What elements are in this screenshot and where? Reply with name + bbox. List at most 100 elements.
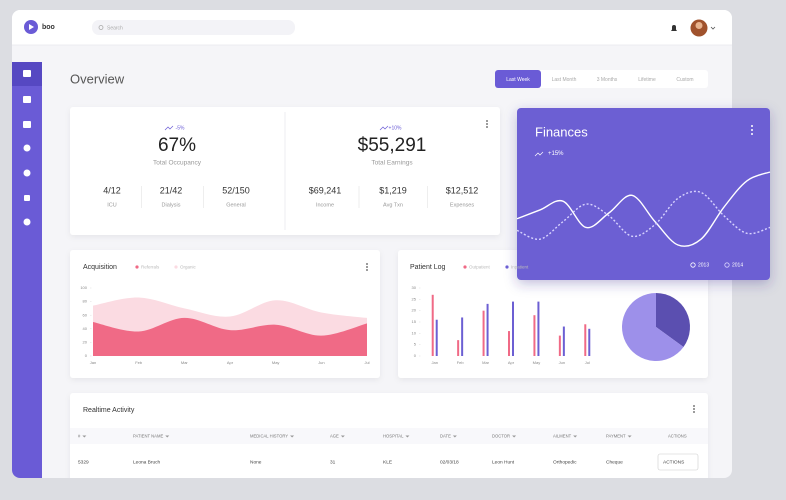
y-tick-label: 30 (412, 285, 417, 290)
x-tick-label: May (533, 360, 541, 365)
sort-arrow[interactable] (573, 435, 578, 438)
finance-line (516, 190, 771, 240)
y-tick-label: 100 (80, 285, 87, 290)
stat-change: +10% (389, 125, 402, 131)
tab[interactable]: Last Week (506, 77, 530, 83)
x-tick-label: Jul (364, 360, 369, 365)
column-header[interactable]: # (78, 434, 81, 439)
tab[interactable]: Lifetime (638, 77, 656, 83)
legend-swatch (690, 262, 696, 268)
stat-item-value: 4/12 (103, 185, 121, 195)
stats-menu[interactable] (486, 120, 488, 128)
column-header[interactable]: MEDICAL HISTORY (250, 434, 288, 439)
finances-menu[interactable] (751, 125, 753, 135)
nav-icon[interactable] (24, 195, 30, 201)
sort-arrow[interactable] (627, 435, 632, 438)
column-header[interactable]: DOCTOR (492, 434, 510, 439)
legend-label: Outpatient (469, 264, 491, 269)
bar (486, 303, 489, 356)
legend-label: 2013 (698, 263, 709, 269)
stat-label: Total Earnings (371, 160, 413, 167)
x-tick-label: Mar (482, 360, 490, 365)
stat-item-value: $12,512 (446, 185, 479, 195)
chart-title: Patient Log (410, 264, 446, 271)
column-header[interactable]: DATE (440, 434, 451, 439)
acquisition-menu[interactable] (366, 263, 368, 271)
x-tick-label: Mar (181, 360, 189, 365)
x-tick-label: May (272, 360, 280, 365)
nav-icon[interactable] (23, 96, 31, 103)
search-icon (98, 25, 104, 30)
x-tick-label: Jun (318, 360, 324, 365)
sort-arrow[interactable] (452, 435, 457, 438)
tab[interactable]: 3 Months (597, 77, 618, 83)
nav-icon[interactable] (23, 121, 31, 128)
table-cell: KLE (383, 459, 392, 465)
page-title: Overview (70, 71, 125, 86)
trend-icon (379, 125, 389, 131)
tab[interactable]: Last Month (552, 77, 577, 83)
x-tick-label: Apr (508, 360, 515, 365)
actions-button[interactable] (657, 453, 699, 471)
stat-item-label: General (226, 202, 246, 208)
bar (562, 326, 565, 356)
sort-arrow[interactable] (290, 435, 295, 438)
actions-label[interactable]: ACTIONS (663, 459, 684, 465)
nav-icon[interactable] (23, 218, 31, 226)
y-tick-label: 5 (414, 342, 417, 347)
search-box[interactable] (92, 20, 295, 35)
nav-icon[interactable] (23, 169, 31, 177)
sort-arrow[interactable] (340, 435, 345, 438)
column-header[interactable]: AILMENT (553, 434, 572, 439)
y-tick-label: 20 (83, 339, 88, 344)
stat-item-value: $69,241 (309, 185, 342, 195)
sort-arrow[interactable] (165, 435, 170, 438)
avatar-chevron[interactable] (710, 26, 716, 30)
y-tick-label: 0 (414, 353, 417, 358)
legend-swatch (463, 265, 467, 269)
bell-icon[interactable] (671, 25, 677, 31)
chart-title: Finances (535, 124, 588, 139)
stat-item-label: Income (316, 202, 334, 208)
avatar-face (695, 22, 703, 29)
column-header[interactable]: PAYMENT (606, 434, 626, 439)
x-tick-label: Jan (90, 360, 96, 365)
stat-label: Total Occupancy (153, 160, 202, 167)
activity-menu[interactable] (693, 405, 695, 413)
nav-icon[interactable] (23, 70, 31, 77)
nav-icon[interactable] (23, 144, 31, 152)
sort-arrow[interactable] (405, 435, 410, 438)
table-cell: Leona Bruch (133, 459, 161, 465)
column-header[interactable]: PATIENT NAME (133, 434, 163, 439)
column-header[interactable]: HOSPITAL (383, 434, 404, 439)
y-tick-label: 60 (83, 312, 88, 317)
stat-change: -5% (176, 125, 185, 131)
tab[interactable]: Custom (676, 77, 693, 83)
column-header[interactable]: AGE (330, 434, 339, 439)
table-header-bg (70, 428, 708, 444)
table-cell: Orthopedic (553, 459, 577, 465)
logo-text[interactable]: boo (42, 24, 55, 31)
tab-active-bg[interactable] (495, 70, 541, 88)
x-tick-label: Feb (457, 360, 465, 365)
x-tick-label: Jun (559, 360, 565, 365)
pie-slice (656, 293, 691, 347)
legend-swatch (505, 265, 509, 269)
stat-value: 67% (158, 135, 196, 156)
stat-item-label: Avg Txn (383, 202, 403, 208)
tab-bar (495, 70, 708, 88)
trend-icon (164, 125, 174, 131)
trend-icon (534, 151, 544, 157)
stat-value: $55,291 (358, 135, 427, 156)
legend-swatch (135, 265, 139, 269)
y-tick-label: 15 (412, 319, 417, 324)
sort-arrow[interactable] (512, 435, 517, 438)
bar (588, 328, 591, 356)
legend-label: Organic (180, 264, 197, 269)
sort-arrow[interactable] (82, 435, 87, 438)
stat-item-value: $1,219 (379, 185, 407, 195)
logo-mark (29, 24, 34, 30)
legend-swatch (724, 262, 730, 268)
activity-title: Realtime Activity (83, 407, 135, 414)
